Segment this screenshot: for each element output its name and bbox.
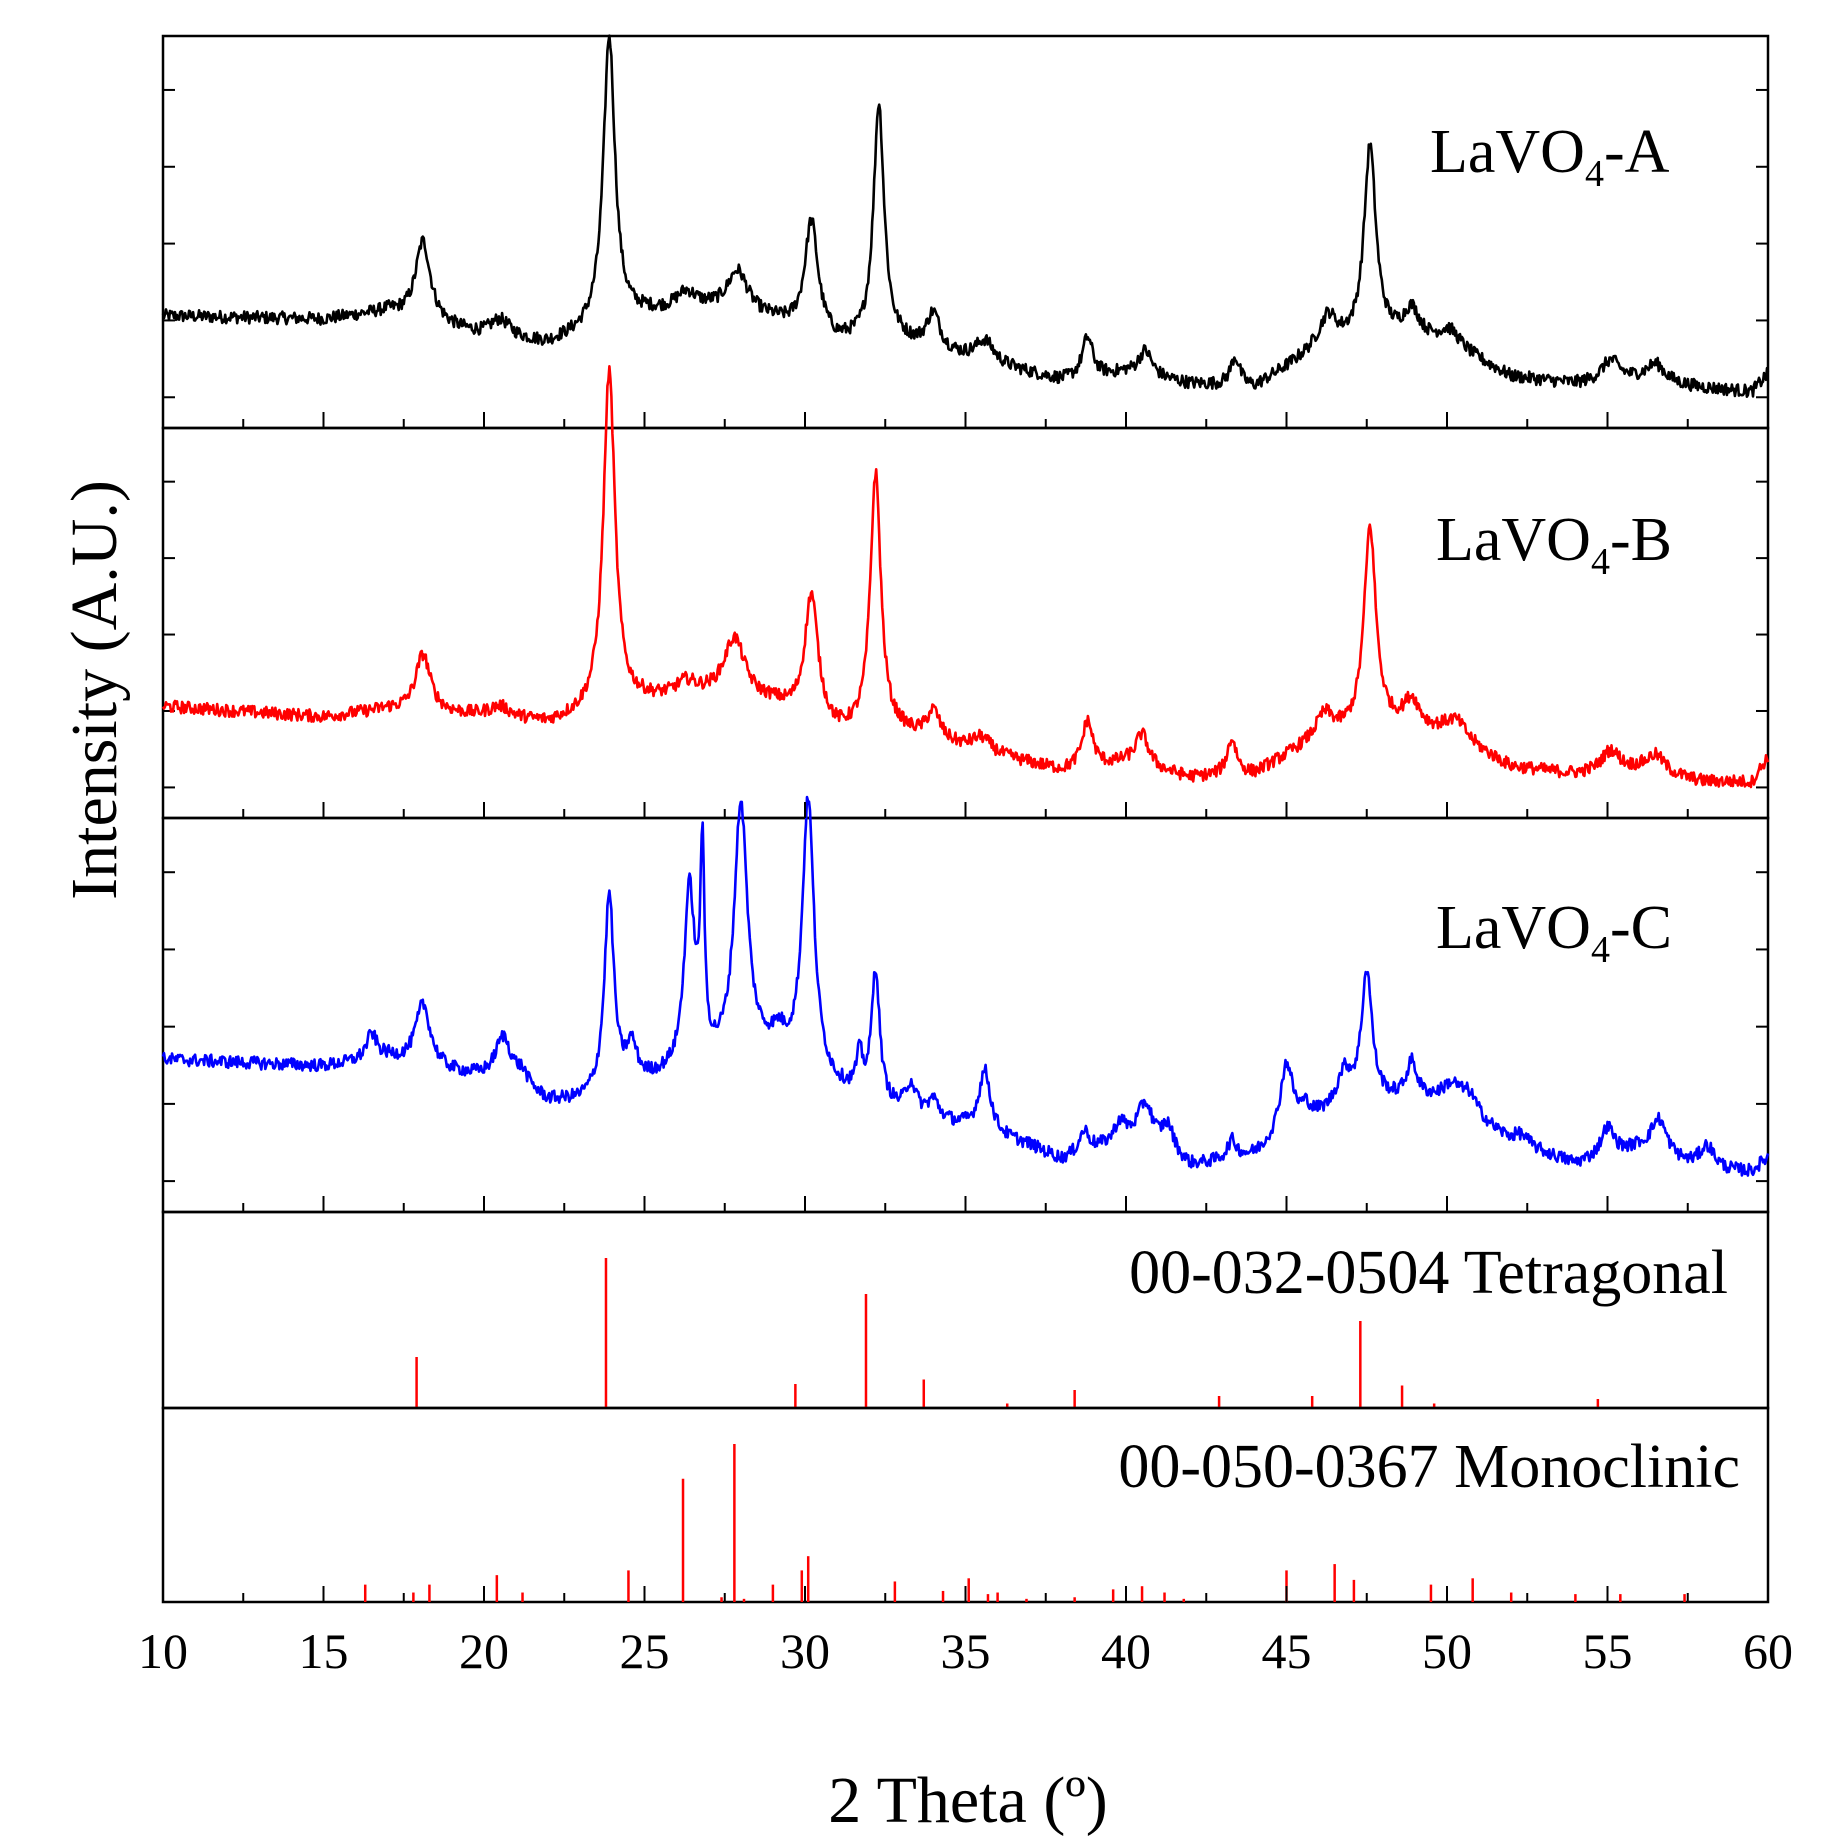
x-tick-label: 10: [138, 1623, 188, 1679]
panel-label-c: LaVO4-C: [1436, 894, 1672, 971]
x-tick-label: 15: [299, 1623, 349, 1679]
y-axis-title: Intensity (A.U.): [58, 480, 131, 900]
x-axis-ticks: 10 15 20 25 30 35 40 45 50 55 60: [138, 412, 1793, 1679]
panel-frame: [161, 426, 1770, 820]
panel-frame: [161, 816, 1770, 1214]
x-tick-label: 35: [941, 1623, 991, 1679]
panel-c: [161, 795, 1770, 1214]
trace-LaVO4-B: [161, 365, 1770, 789]
panels: [161, 34, 1770, 1214]
x-tick-label: 20: [459, 1623, 509, 1679]
reference-label-monoclinic: 00-050-0367 Monoclinic: [1118, 1433, 1740, 1501]
trace-LaVO4-C: [161, 795, 1770, 1177]
x-tick-label: 40: [1101, 1623, 1151, 1679]
x-tick-label: 30: [780, 1623, 830, 1679]
panel-frame: [161, 34, 1770, 430]
x-tick-label: 50: [1422, 1623, 1472, 1679]
panel-a: [161, 34, 1770, 430]
panel-b: [161, 365, 1770, 820]
panel-label-a: LaVO4-A: [1430, 118, 1670, 195]
panel-label-b: LaVO4-B: [1436, 506, 1672, 583]
trace-LaVO4-A: [161, 34, 1770, 398]
x-tick-label: 60: [1743, 1623, 1793, 1679]
x-tick-label: 55: [1583, 1623, 1633, 1679]
x-tick-label: 45: [1262, 1623, 1312, 1679]
x-tick-label: 25: [620, 1623, 670, 1679]
x-axis-title: 2 Theta (º): [828, 1764, 1107, 1837]
reference-label-tetragonal: 00-032-0504 Tetragonal: [1129, 1239, 1728, 1307]
